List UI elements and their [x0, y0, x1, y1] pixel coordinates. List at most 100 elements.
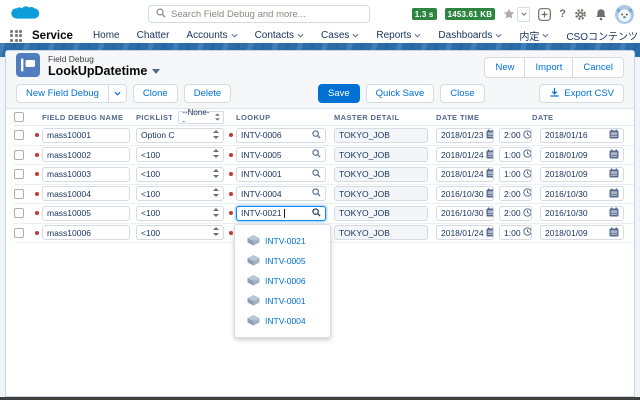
new-field-debug-button[interactable]: New Field Debug: [16, 84, 109, 103]
picklist-select[interactable]: <100: [136, 186, 224, 202]
cancel-button[interactable]: Cancel: [572, 57, 623, 77]
nav-item-8[interactable]: CSOコンテンツ: [566, 32, 638, 43]
lookup-suggestion-item[interactable]: INTV-0006: [235, 271, 330, 291]
clock-icon[interactable]: [522, 169, 531, 180]
nav-item-0[interactable]: Home: [92, 30, 120, 41]
datetime-time-input[interactable]: 2:00: [499, 127, 532, 143]
picklist-select[interactable]: <100: [136, 166, 224, 182]
row-checkbox[interactable]: [14, 227, 24, 238]
picklist-select[interactable]: <100: [136, 147, 224, 163]
user-avatar[interactable]: [615, 4, 634, 24]
datetime-time-input[interactable]: 2:00: [499, 186, 532, 202]
calendar-icon[interactable]: [609, 227, 619, 239]
lookup-input[interactable]: INTV-0001: [236, 166, 326, 182]
nav-item-1[interactable]: Chatter: [136, 30, 170, 41]
field-debug-name-input[interactable]: mass10002: [42, 147, 130, 163]
calendar-icon[interactable]: [486, 188, 493, 200]
select-all-checkbox[interactable]: [14, 112, 24, 122]
datetime-date-input[interactable]: 2018/01/24: [436, 166, 494, 182]
quick-create-plus-icon[interactable]: [538, 7, 552, 21]
close-button[interactable]: Close: [440, 84, 485, 103]
date-input[interactable]: 2018/01/09: [540, 166, 624, 182]
calendar-icon[interactable]: [486, 207, 493, 219]
datetime-date-input[interactable]: 2016/10/30: [436, 186, 494, 202]
search-icon[interactable]: [312, 169, 321, 180]
clock-icon[interactable]: [522, 149, 531, 160]
row-checkbox[interactable]: [14, 130, 24, 141]
clock-icon[interactable]: [522, 188, 531, 199]
clock-icon[interactable]: [522, 208, 531, 219]
field-debug-name-input[interactable]: mass10003: [42, 166, 130, 182]
search-input[interactable]: [171, 8, 362, 20]
lookup-input[interactable]: INTV-0005: [236, 147, 326, 163]
field-debug-name-input[interactable]: mass10005: [42, 205, 130, 221]
lookup-suggestion-item[interactable]: INTV-0005: [235, 251, 330, 271]
picklist-header-filter-select[interactable]: --None--: [178, 108, 224, 126]
datetime-date-input[interactable]: 2018/01/24: [436, 147, 494, 163]
global-search[interactable]: [148, 5, 370, 23]
favorites-menu-caret[interactable]: [517, 6, 531, 22]
app-launcher-icon[interactable]: [10, 29, 22, 42]
favorites-star-icon[interactable]: [503, 8, 515, 20]
date-input[interactable]: 2016/10/30: [540, 205, 624, 221]
datetime-date-input[interactable]: 2016/10/30: [436, 205, 494, 221]
nav-item-5[interactable]: Reports: [376, 30, 421, 41]
calendar-icon[interactable]: [609, 168, 619, 180]
help-icon[interactable]: ?: [559, 8, 566, 20]
picklist-select[interactable]: Option C: [136, 127, 224, 143]
nav-item-2[interactable]: Accounts: [186, 30, 238, 41]
lookup-suggestion-item[interactable]: INTV-0004: [235, 311, 330, 331]
import-button[interactable]: Import: [524, 57, 573, 77]
search-icon[interactable]: [312, 188, 321, 199]
clone-button[interactable]: Clone: [132, 84, 178, 103]
quick-save-button[interactable]: Quick Save: [365, 84, 435, 103]
calendar-icon[interactable]: [609, 207, 619, 219]
search-icon[interactable]: [312, 208, 321, 219]
datetime-date-input[interactable]: 2018/01/23: [436, 127, 494, 143]
setup-gear-icon[interactable]: [574, 8, 587, 21]
field-debug-name-input[interactable]: mass10004: [42, 186, 130, 202]
calendar-icon[interactable]: [609, 188, 619, 200]
calendar-icon[interactable]: [486, 149, 493, 161]
lookup-input[interactable]: INTV-0004: [236, 186, 326, 202]
notifications-bell-icon[interactable]: [595, 8, 607, 21]
new-button[interactable]: New: [485, 57, 525, 77]
nav-item-4[interactable]: Cases: [321, 30, 359, 41]
nav-item-7[interactable]: 内定: [519, 28, 549, 43]
datetime-time-input[interactable]: 2:00: [499, 205, 532, 221]
calendar-icon[interactable]: [486, 129, 493, 141]
lookup-suggestion-item[interactable]: INTV-0021: [235, 231, 330, 251]
datetime-time-input[interactable]: 1:00: [499, 147, 532, 163]
row-checkbox[interactable]: [14, 188, 24, 199]
nav-item-6[interactable]: Dashboards: [438, 30, 502, 41]
date-input[interactable]: 2018/01/16: [540, 127, 624, 143]
record-menu-caret-icon[interactable]: [152, 69, 161, 75]
new-field-debug-caret-button[interactable]: [108, 84, 127, 103]
save-button[interactable]: Save: [318, 84, 360, 103]
clock-icon[interactable]: [522, 227, 531, 238]
row-checkbox[interactable]: [14, 169, 24, 180]
lookup-input[interactable]: INTV-0021: [236, 205, 326, 221]
picklist-select[interactable]: <100: [136, 225, 224, 241]
field-debug-name-input[interactable]: mass10006: [42, 225, 130, 241]
calendar-icon[interactable]: [609, 129, 619, 141]
field-debug-name-input[interactable]: mass10001: [42, 127, 130, 143]
app-name[interactable]: Service: [32, 29, 73, 42]
calendar-icon[interactable]: [609, 149, 619, 161]
datetime-time-input[interactable]: 1:00: [499, 166, 532, 182]
row-checkbox[interactable]: [14, 149, 24, 160]
date-input[interactable]: 2016/10/30: [540, 186, 624, 202]
picklist-select[interactable]: <100: [136, 205, 224, 221]
delete-button[interactable]: Delete: [183, 84, 232, 103]
search-icon[interactable]: [312, 149, 321, 160]
row-checkbox[interactable]: [14, 208, 24, 219]
calendar-icon[interactable]: [486, 227, 493, 239]
datetime-time-input[interactable]: 1:00: [499, 225, 532, 241]
calendar-icon[interactable]: [486, 168, 493, 180]
date-input[interactable]: 2018/01/09: [540, 225, 624, 241]
nav-item-3[interactable]: Contacts: [255, 30, 304, 41]
lookup-input[interactable]: INTV-0006: [236, 127, 326, 143]
lookup-suggestion-item[interactable]: INTV-0001: [235, 291, 330, 311]
datetime-date-input[interactable]: 2018/01/24: [436, 225, 494, 241]
clock-icon[interactable]: [522, 130, 531, 141]
